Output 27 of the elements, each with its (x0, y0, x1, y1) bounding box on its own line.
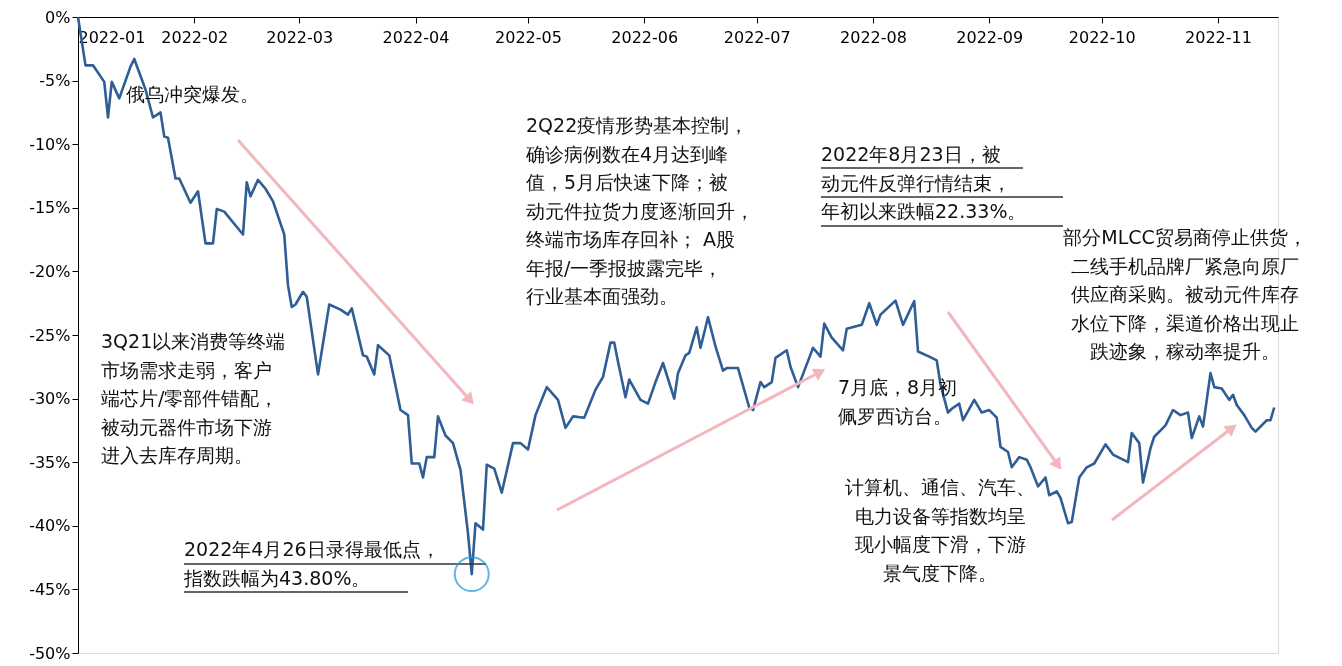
annotation: 2022年8月23日，被动元件反弹行情结束，年初以来跌幅22.33%。 (821, 143, 1027, 222)
y-tick-label: -50% (29, 643, 71, 663)
annotation: 2Q22疫情形势基本控制，确诊病例数在4月达到峰值，5月后快速下降；被动元件拉货力度逐渐回升，终端市场库存回补； A股年报/一季报披露完毕，行业基本面强劲。 (525, 114, 754, 307)
annotation: 部分MLCC贸易商停止供货，二线手机品牌厂紧急向原厂供应商采购。被动元件库存水位下降，渠道价格出现止跌迹象，稼动率提升。 (1063, 226, 1307, 362)
x-tick-label: 2022-10 (1068, 27, 1136, 47)
y-tick-label: -15% (29, 198, 71, 218)
x-tick-label: 2022-08 (840, 27, 907, 47)
x-tick-label: 2022-11 (1185, 27, 1252, 47)
y-tick-label: 0% (45, 7, 71, 27)
x-tick-label: 2022-06 (611, 27, 679, 47)
x-tick-label: 2022-03 (266, 27, 334, 47)
x-tick-label: 2022-09 (956, 27, 1024, 47)
y-tick-label: -40% (29, 516, 71, 536)
x-tick-label: 2022-07 (723, 27, 791, 47)
annotation: 计算机、通信、汽车、电力设备等指数均呈现小幅度下滑，下游景气度下降。 (845, 476, 1035, 584)
y-tick-label: -10% (29, 134, 71, 154)
y-tick-label: -45% (29, 579, 71, 599)
annotation: 2022年4月26日录得最低点，指数跌幅为43.80%。 (183, 538, 440, 589)
y-tick-label: -5% (39, 71, 71, 91)
y-tick-label: -25% (29, 325, 71, 345)
y-tick-label: -30% (29, 389, 71, 409)
x-tick-label: 2022-05 (495, 27, 562, 47)
x-tick-label: 2022-02 (161, 27, 229, 47)
y-tick-label: -20% (29, 261, 71, 281)
annotation: 3Q21以来消费等终端市场需求走弱，客户端芯片/零部件错配，被动元器件市场下游进入去库存周期。 (101, 330, 286, 466)
y-tick-label: -35% (29, 452, 71, 472)
x-tick-label: 2022-04 (382, 27, 450, 47)
